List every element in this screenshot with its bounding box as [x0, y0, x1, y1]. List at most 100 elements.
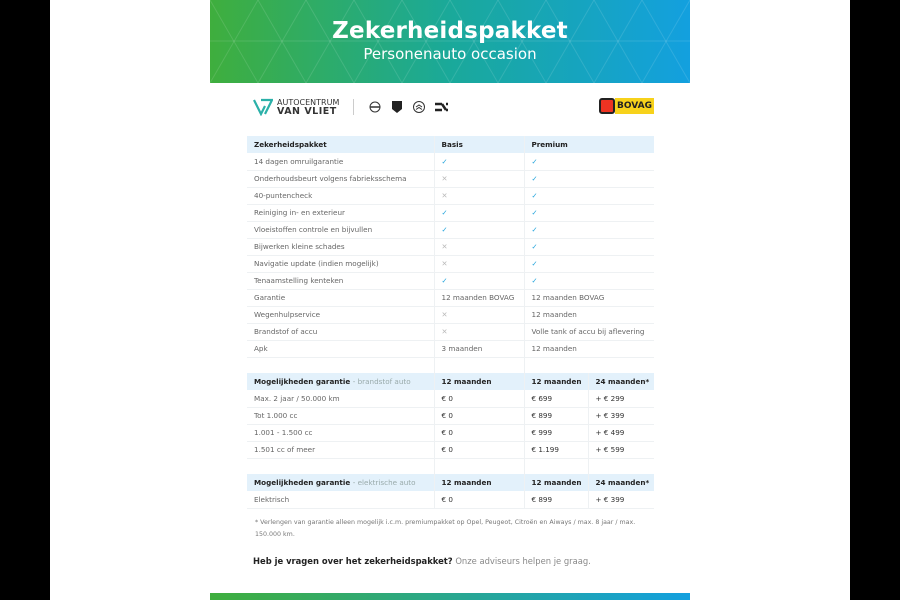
table-cell: € 0: [433, 407, 524, 425]
divider: [353, 99, 355, 115]
bovag-q-icon: [599, 98, 615, 114]
table-title: Mogelijkheden garantie: [254, 478, 351, 487]
row-label: 40-puntencheck: [247, 187, 434, 205]
check-icon: ✓: [523, 204, 654, 222]
footer-gradient-strip: [210, 593, 690, 600]
row-label: Bijwerken kleine schades: [247, 238, 434, 256]
check-icon: ✓: [523, 272, 654, 290]
table-cell: € 899: [523, 491, 588, 509]
table-cell: 12 maanden BOVAG: [433, 289, 524, 307]
empty-cell: [587, 458, 654, 475]
empty-cell: [433, 357, 524, 374]
table-cell: + € 599: [587, 441, 654, 459]
row-label: 14 dagen omruilgarantie: [247, 153, 434, 171]
table-cell: 12 maanden: [523, 340, 654, 358]
column-header: 24 maanden*: [587, 373, 654, 390]
check-icon: ✓: [523, 255, 654, 273]
electric-warranty-table: Mogelijkheden garantie - elektrische aut…: [247, 474, 654, 509]
row-label: Apk: [247, 340, 434, 358]
contact-question: Heb je vragen over het zekerheidspakket?…: [253, 556, 591, 566]
footnote: * Verlengen van garantie alleen mogelijk…: [255, 519, 636, 538]
cross-icon: ✕: [433, 323, 524, 341]
spacer-row: [247, 458, 654, 475]
empty-cell: [247, 458, 434, 475]
bovag-logo: BOVAG: [599, 98, 654, 114]
cross-icon: ✕: [433, 170, 524, 188]
table-row: Bijwerken kleine schades ✕ ✓: [247, 238, 654, 256]
header-banner: Zekerheidspakket Personenauto occasion: [210, 0, 690, 83]
table-row: Garantie 12 maanden BOVAG 12 maanden BOVAG: [247, 289, 654, 307]
table-row: Onderhoudsbeurt volgens fabrieksschema ✕ ✓: [247, 170, 654, 188]
column-header: 12 maanden: [523, 474, 588, 491]
empty-cell: [523, 357, 654, 374]
table-row: 1.001 - 1.500 cc € 0 € 999 + € 499: [247, 424, 654, 442]
table-cell: € 999: [523, 424, 588, 442]
table-title: Mogelijkheden garantie: [254, 377, 351, 386]
table-cell: 3 maanden: [433, 340, 524, 358]
table-cell: + € 399: [587, 491, 654, 509]
brand-line2: VAN VLIET: [277, 106, 337, 117]
table-row: Brandstof of accu ✕ Volle tank of accu bij…: [247, 323, 654, 341]
column-header: Premium: [523, 136, 654, 153]
column-header: Basis: [433, 136, 524, 153]
table-cell: Volle tank of accu bij aflevering: [523, 323, 654, 341]
column-header: 12 maanden: [433, 474, 524, 491]
cross-icon: ✕: [433, 306, 524, 324]
column-header: Mogelijkheden garantie - brandstof auto: [247, 373, 434, 390]
cross-icon: ✕: [433, 255, 524, 273]
table-cell: € 1.199: [523, 441, 588, 459]
opel-logo-icon: [368, 100, 382, 114]
table-cell: € 0: [433, 390, 524, 408]
peugeot-logo-icon: [390, 100, 404, 114]
table-row: 40-puntencheck ✕ ✓: [247, 187, 654, 205]
triangle-pattern: [210, 0, 690, 83]
table-cell: + € 299: [587, 390, 654, 408]
check-icon: ✓: [433, 204, 524, 222]
page-subtitle: Personenauto occasion: [363, 45, 537, 63]
empty-cell: [523, 458, 588, 475]
column-header: 24 maanden*: [587, 474, 654, 491]
table-row: Reiniging in- en exterieur ✓ ✓: [247, 204, 654, 222]
van-vliet-logo: AUTOCENTRUM VAN VLIET: [253, 98, 339, 116]
cross-icon: ✕: [433, 238, 524, 256]
table-row: Elektrisch € 0 € 899 + € 399: [247, 491, 654, 509]
question-bold: Heb je vragen over het zekerheidspakket?: [253, 556, 453, 566]
table-row: 1.501 cc of meer € 0 € 1.199 + € 599: [247, 441, 654, 459]
van-vliet-v-icon: [253, 98, 273, 116]
table-cell: € 699: [523, 390, 588, 408]
column-header: Zekerheidspakket: [247, 136, 434, 153]
row-label: Brandstof of accu: [247, 323, 434, 341]
table-cell: € 0: [433, 424, 524, 442]
table-cell: € 0: [433, 491, 524, 509]
table-cell: € 899: [523, 407, 588, 425]
row-label: Garantie: [247, 289, 434, 307]
row-label: Navigatie update (indien mogelijk): [247, 255, 434, 273]
empty-cell: [433, 458, 524, 475]
table-subtitle: - brandstof auto: [352, 377, 411, 386]
table-row: Tenaamstelling kenteken ✓ ✓: [247, 272, 654, 290]
check-icon: ✓: [433, 153, 524, 171]
table-row: 14 dagen omruilgarantie ✓ ✓: [247, 153, 654, 171]
question-text: Onze adviseurs helpen je graag.: [452, 556, 591, 566]
package-table: Zekerheidspakket Basis Premium 14 dagen …: [247, 136, 654, 374]
row-label: Wegenhulpservice: [247, 306, 434, 324]
check-icon: ✓: [523, 238, 654, 256]
row-label: Reiniging in- en exterieur: [247, 204, 434, 222]
table-cell: 12 maanden BOVAG: [523, 289, 654, 307]
bovag-text: BOVAG: [615, 98, 654, 114]
citroen-logo-icon: [412, 100, 426, 114]
row-label: Onderhoudsbeurt volgens fabrieksschema: [247, 170, 434, 188]
fuel-warranty-table: Mogelijkheden garantie - brandstof auto …: [247, 373, 654, 475]
table-row: Tot 1.000 cc € 0 € 899 + € 399: [247, 407, 654, 425]
table-subtitle: - elektrische auto: [352, 478, 416, 487]
column-header: 12 maanden: [523, 373, 588, 390]
check-icon: ✓: [433, 272, 524, 290]
table-cell: + € 499: [587, 424, 654, 442]
check-icon: ✓: [433, 221, 524, 239]
column-header: 12 maanden: [433, 373, 524, 390]
row-label: Elektrisch: [247, 491, 434, 509]
table-row: Wegenhulpservice ✕ 12 maanden: [247, 306, 654, 324]
logo-bar: AUTOCENTRUM VAN VLIET: [253, 96, 456, 118]
table-cell: 12 maanden: [523, 306, 654, 324]
cross-icon: ✕: [433, 187, 524, 205]
